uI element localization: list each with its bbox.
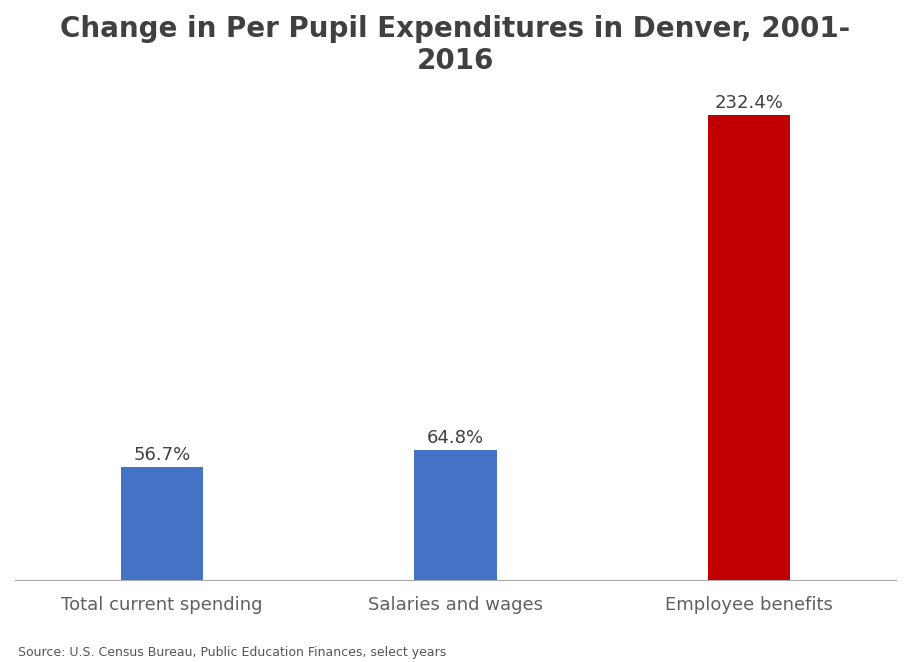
Bar	[121, 467, 203, 580]
Bar	[708, 115, 790, 580]
Title: Change in Per Pupil Expenditures in Denver, 2001-
2016: Change in Per Pupil Expenditures in Denv…	[60, 15, 851, 75]
Text: Source: U.S. Census Bureau, Public Education Finances, select years: Source: U.S. Census Bureau, Public Educa…	[18, 645, 446, 659]
Text: 64.8%: 64.8%	[427, 430, 484, 448]
Bar	[415, 450, 496, 580]
Text: 56.7%: 56.7%	[133, 446, 190, 463]
Text: 232.4%: 232.4%	[715, 95, 783, 113]
